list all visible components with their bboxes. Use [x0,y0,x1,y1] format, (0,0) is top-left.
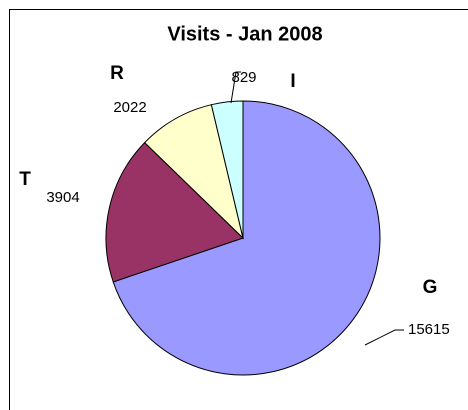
value-label: 2022 [113,99,146,116]
pie-slice [105,141,244,283]
pie-slice [210,100,244,239]
chart-border [9,9,468,410]
category-label: T [19,169,31,190]
leader-line [230,71,241,104]
value-label: 3904 [46,189,79,206]
value-label: 15615 [408,321,450,338]
category-label: I [290,71,295,92]
value-label: 829 [231,69,256,86]
pie-slice [112,100,381,376]
category-label: R [110,63,124,84]
leader-line [364,329,404,346]
chart-title: Visits - Jan 2008 [167,23,322,45]
category-label: G [423,277,438,298]
